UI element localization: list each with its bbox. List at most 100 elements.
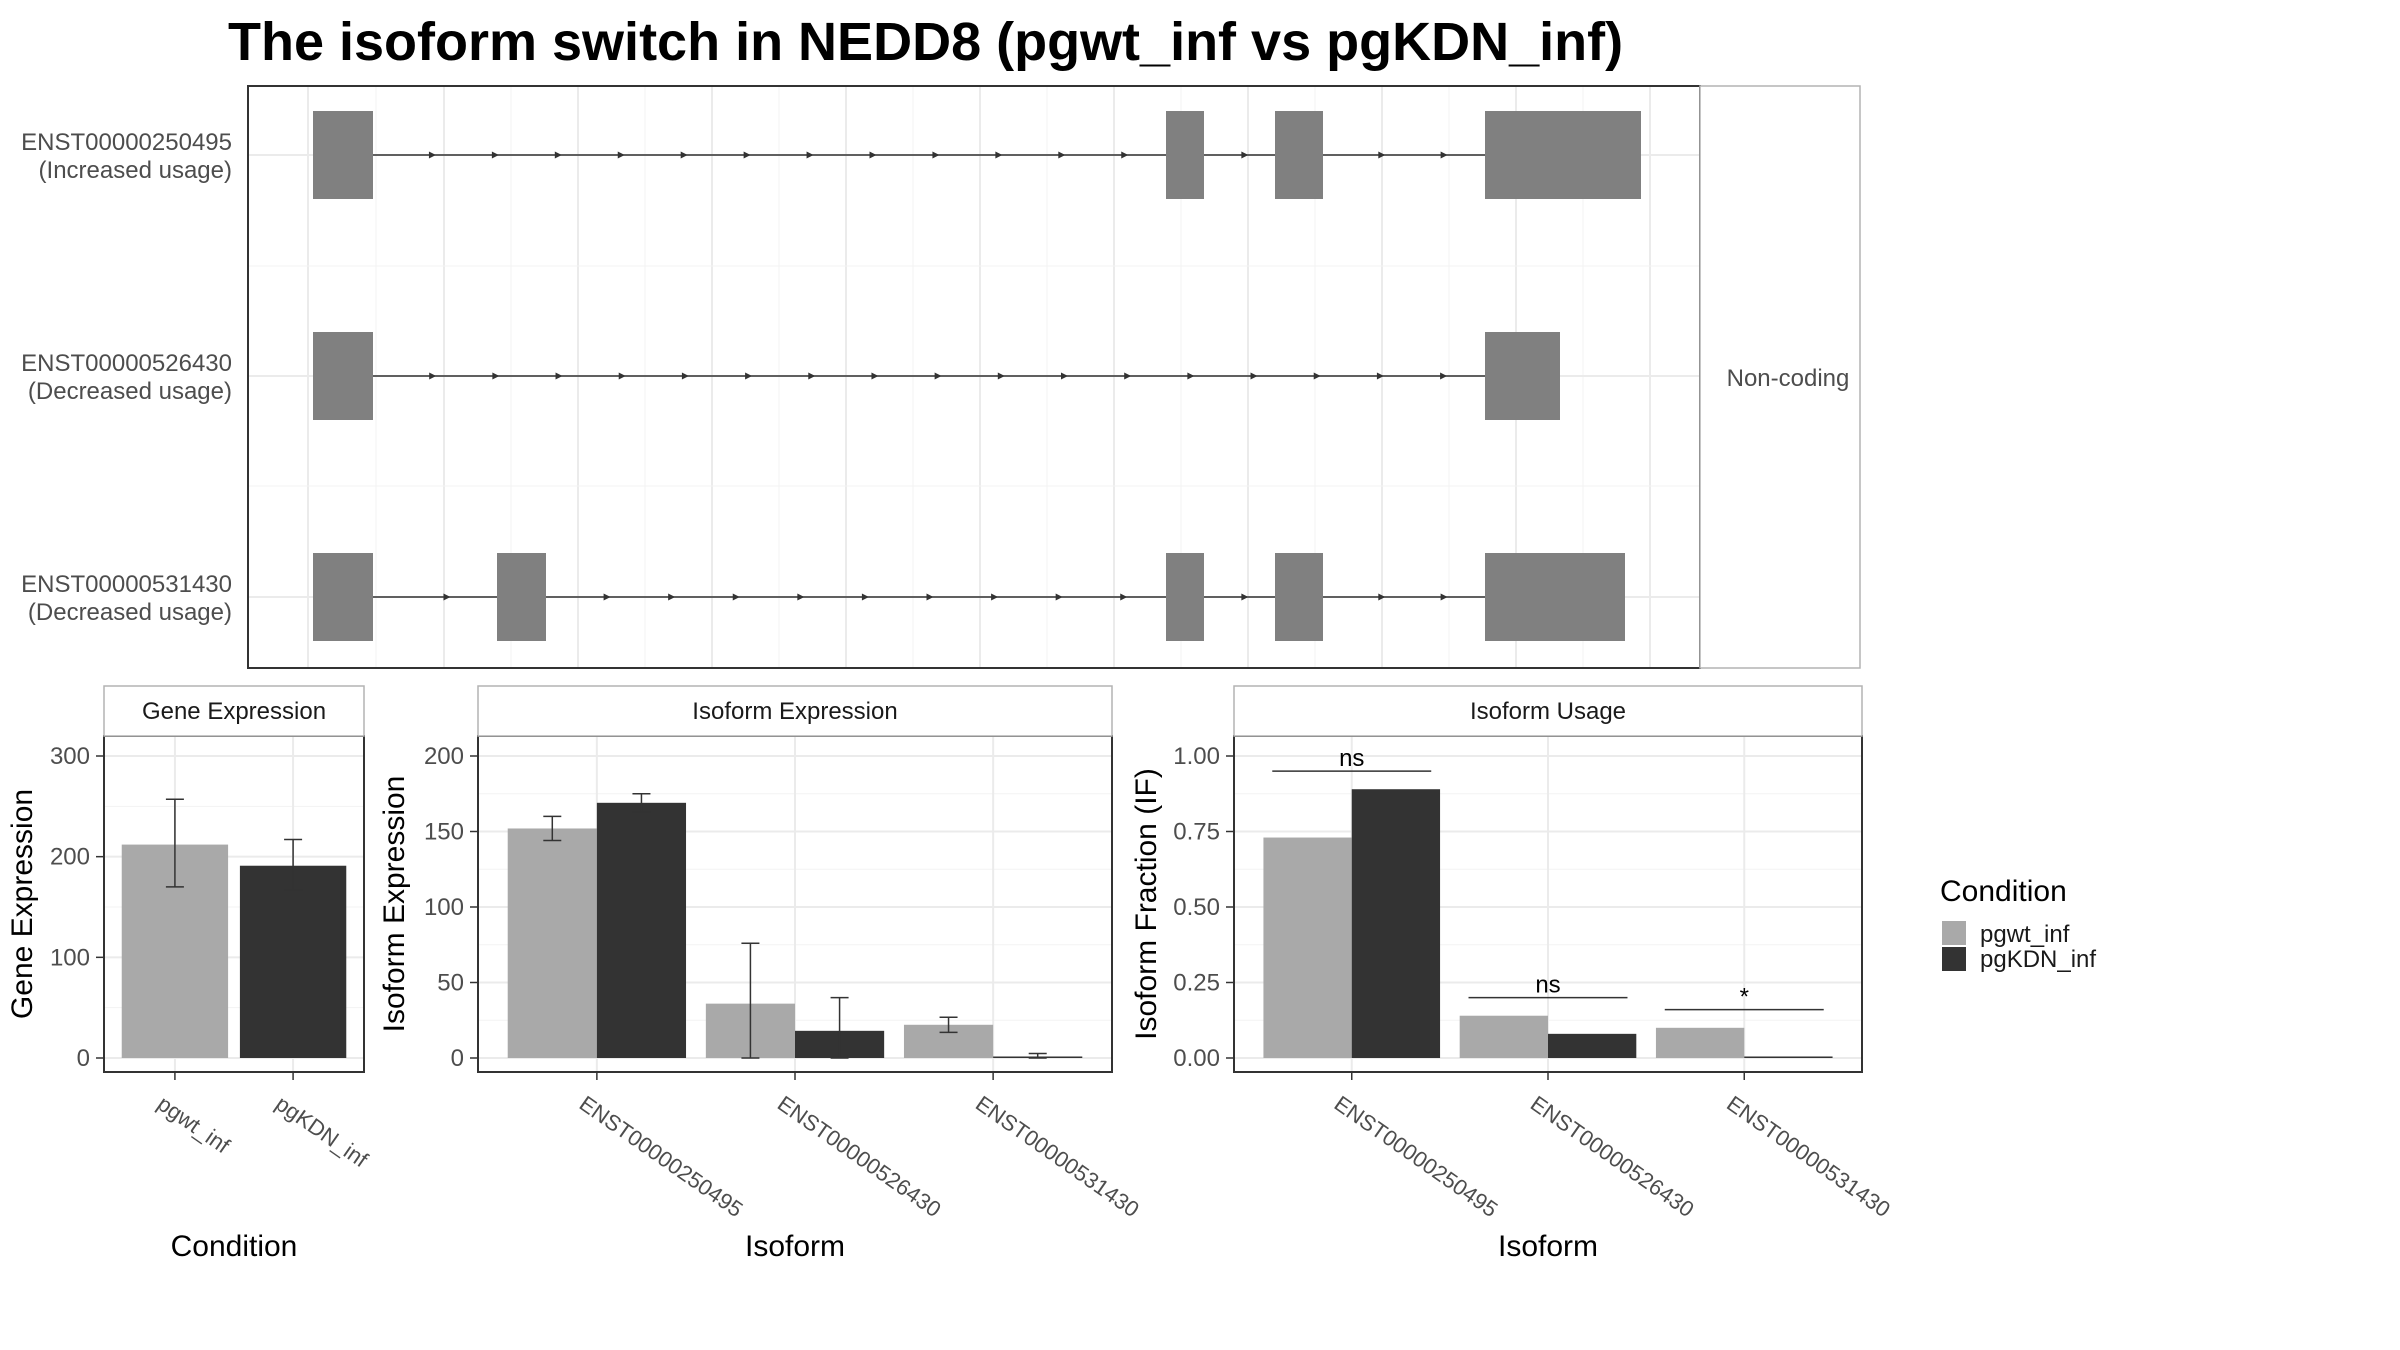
exon-block xyxy=(1166,111,1204,199)
x-axis-title: Isoform xyxy=(1498,1230,1598,1263)
intron-arrow xyxy=(1187,372,1195,380)
intron-arrow xyxy=(1061,372,1068,380)
y-tick-label: 300 xyxy=(50,743,90,770)
intron-arrow xyxy=(995,151,1003,159)
intron-arrow xyxy=(732,593,740,601)
bar-panels: Gene Expression 0 100 200 300 pgwt_inf pgKDN_i… xyxy=(6,685,1895,1263)
y-tick-label: 0.25 xyxy=(1173,970,1220,997)
intron-arrow xyxy=(869,151,877,159)
x-tick-label: ENST00000526430 xyxy=(1526,1091,1699,1222)
bar-pgwt_inf-ENST00000250495 xyxy=(507,828,597,1058)
isoform-2-status: (Decreased usage) xyxy=(28,378,232,405)
significance-label: ns xyxy=(1339,745,1364,772)
structure-side-strip xyxy=(1699,85,1861,669)
intron-arrow xyxy=(991,593,999,601)
exon-block xyxy=(1485,111,1641,199)
x-axis-title: Isoform xyxy=(745,1230,845,1263)
legend-title: Condition xyxy=(1940,875,2067,908)
exon-block xyxy=(1275,111,1323,199)
x-tick-label: ENST00000531430 xyxy=(1722,1091,1895,1222)
bar-panel-2: Isoform Expression 0 50 100 150 200 ENST000002… xyxy=(378,685,1144,1263)
intron-arrow xyxy=(492,372,500,380)
transcript-structure-panel: Non-coding ENST00000250495 (Increased us… xyxy=(21,85,1861,669)
significance-label: * xyxy=(1740,984,1749,1011)
condition-legend: Condition pgwt_inf pgKDN_inf xyxy=(1940,875,2096,973)
bar-panel-3: ns ns * Isoform Usage 0.00 0.25 0.50 0.75 1.00 EN… xyxy=(1130,685,1895,1263)
y-tick-label: 100 xyxy=(424,894,464,921)
intron-arrow xyxy=(1055,593,1063,601)
transcript-track-3 xyxy=(313,553,1625,641)
exon-block xyxy=(1485,332,1560,420)
y-tick-label: 100 xyxy=(50,944,90,971)
panel-strip xyxy=(103,685,365,737)
intron-arrow xyxy=(603,593,611,601)
bar-pgKDN_inf-ENST00000526430 xyxy=(1548,1033,1637,1058)
panel-strip-label: Gene Expression xyxy=(142,698,326,725)
exon-block xyxy=(1485,553,1625,641)
isoform-2-id: ENST00000526430 xyxy=(21,350,232,377)
y-tick-label: 0.50 xyxy=(1173,894,1220,921)
x-tick-label: ENST00000531430 xyxy=(971,1091,1144,1222)
panel-strip xyxy=(1233,685,1863,737)
legend-label-pgwt: pgwt_inf xyxy=(1980,921,2070,948)
y-tick-label: 200 xyxy=(50,844,90,871)
intron-arrow xyxy=(680,151,688,159)
legend-swatch-pgkdn xyxy=(1942,947,1966,971)
intron-arrow xyxy=(1241,151,1249,159)
intron-arrow xyxy=(1440,593,1448,601)
x-tick-label: pgKDN_inf xyxy=(271,1091,373,1173)
panel-strip xyxy=(477,685,1113,737)
intron-arrow xyxy=(429,372,437,380)
y-axis-title: Isoform Fraction (IF) xyxy=(1130,768,1163,1040)
isoform-3-status: (Decreased usage) xyxy=(28,599,232,626)
x-tick-label: ENST00000526430 xyxy=(773,1091,946,1222)
intron-arrow xyxy=(1440,151,1448,159)
legend-label-pgkdn: pgKDN_inf xyxy=(1980,946,2096,973)
non-coding-label: Non-coding xyxy=(1727,365,1850,392)
intron-arrow xyxy=(1313,372,1321,380)
intron-arrow xyxy=(1376,372,1384,380)
exon-block xyxy=(313,553,373,641)
exon-block xyxy=(313,111,373,199)
intron-arrow xyxy=(934,372,942,380)
intron-arrow xyxy=(861,593,869,601)
intron-arrow xyxy=(554,151,562,159)
x-tick-label: ENST00000250495 xyxy=(1330,1091,1503,1222)
y-tick-label: 1.00 xyxy=(1173,743,1220,770)
y-tick-label: 0 xyxy=(451,1045,464,1072)
intron-arrow xyxy=(1241,593,1249,601)
bar-pgKDN_inf xyxy=(239,865,347,1058)
isoform-3-id: ENST00000531430 xyxy=(21,571,232,598)
panel-strip-label: Isoform Expression xyxy=(692,698,897,725)
intron-arrow xyxy=(1058,151,1066,159)
intron-arrow xyxy=(926,593,934,601)
intron-arrow xyxy=(932,151,940,159)
exon-block xyxy=(497,553,546,641)
y-tick-label: 200 xyxy=(424,743,464,770)
intron-arrow xyxy=(871,372,879,380)
bar-panel-1: Gene Expression 0 100 200 300 pgwt_inf pgKDN_i… xyxy=(6,685,373,1263)
panel-strip-label: Isoform Usage xyxy=(1470,698,1626,725)
bar-pgwt_inf-ENST00000250495 xyxy=(1263,837,1352,1058)
significance-label: ns xyxy=(1535,972,1560,999)
isoform-1-status: (Increased usage) xyxy=(39,157,232,184)
bar-pgKDN_inf-ENST00000250495 xyxy=(1351,789,1441,1058)
intron-arrow xyxy=(1378,151,1386,159)
intron-arrow xyxy=(797,593,805,601)
intron-arrow xyxy=(1124,372,1132,380)
intron-arrow xyxy=(745,372,753,380)
x-tick-label: pgwt_inf xyxy=(153,1091,235,1159)
intron-arrow xyxy=(1121,151,1129,159)
intron-arrow xyxy=(1378,593,1386,601)
intron-arrow xyxy=(443,593,451,601)
bar-pgKDN_inf-ENST00000250495 xyxy=(596,802,687,1058)
isoform-1-id: ENST00000250495 xyxy=(21,129,232,156)
y-tick-label: 0.75 xyxy=(1173,819,1220,846)
intron-arrow xyxy=(1440,372,1448,380)
figure-title: The isoform switch in NEDD8 (pgwt_inf vs… xyxy=(228,12,1623,72)
structure-tracks xyxy=(313,111,1641,641)
bar-pgwt_inf-ENST00000526430 xyxy=(1459,1015,1548,1058)
legend-swatch-pgwt xyxy=(1942,921,1966,945)
transcript-track-1 xyxy=(313,111,1641,199)
